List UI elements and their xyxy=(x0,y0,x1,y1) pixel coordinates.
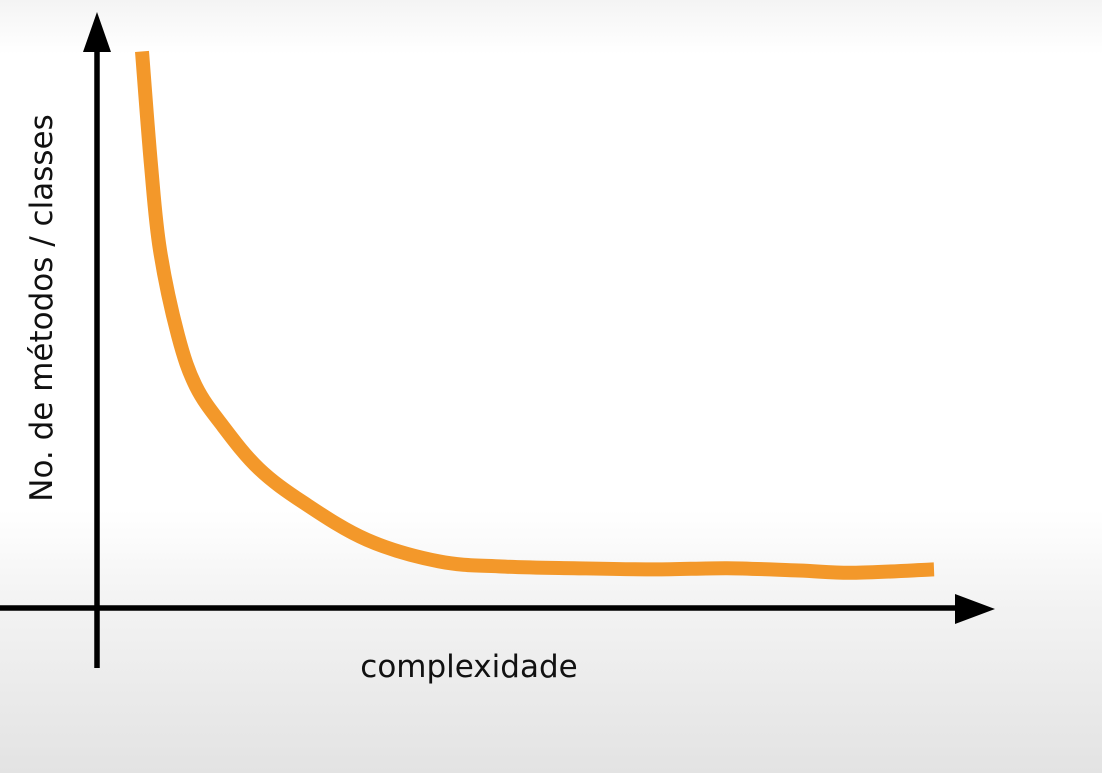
y-axis-label: No. de métodos / classes xyxy=(24,114,60,501)
series-line-0 xyxy=(135,50,935,580)
axes xyxy=(0,12,995,668)
x-axis-label: complexidade xyxy=(360,649,577,685)
x-axis-arrowhead xyxy=(955,594,995,624)
series-layer xyxy=(135,50,935,580)
y-axis-arrowhead xyxy=(83,12,111,52)
